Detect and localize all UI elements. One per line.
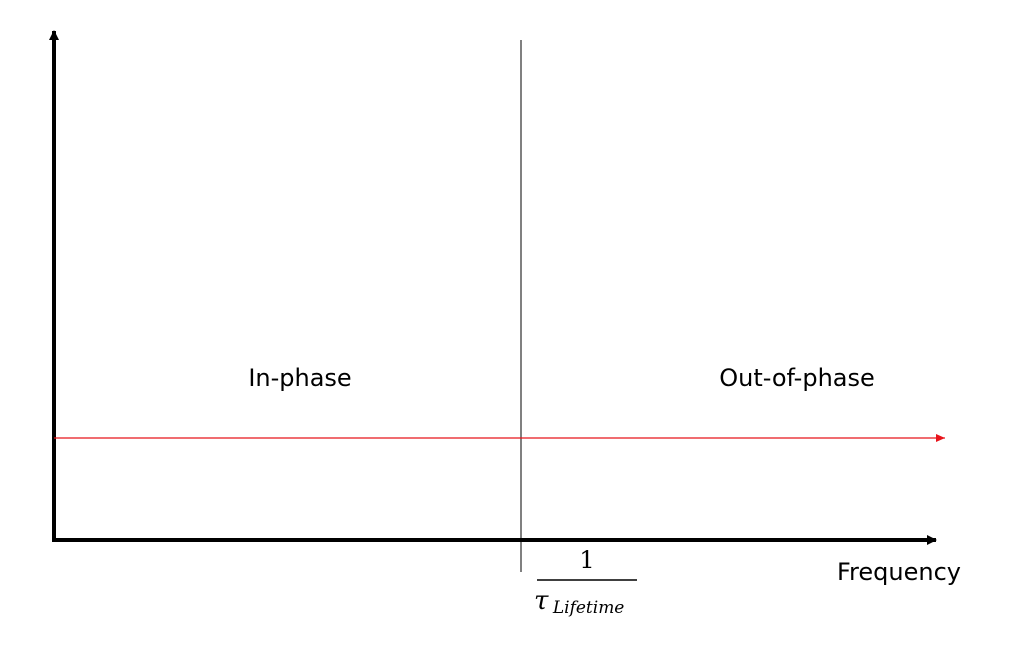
tau-symbol: τ (534, 586, 549, 616)
fraction-numerator: 1 (579, 546, 594, 574)
out-of-phase-label: Out-of-phase (719, 364, 875, 392)
threshold-fraction: 1 τ Lifetime (534, 546, 637, 618)
x-axis-label: Frequency (837, 558, 961, 586)
in-phase-label: In-phase (248, 364, 351, 392)
tau-subscript: Lifetime (552, 598, 625, 618)
fraction-denominator: τ Lifetime (534, 586, 624, 618)
